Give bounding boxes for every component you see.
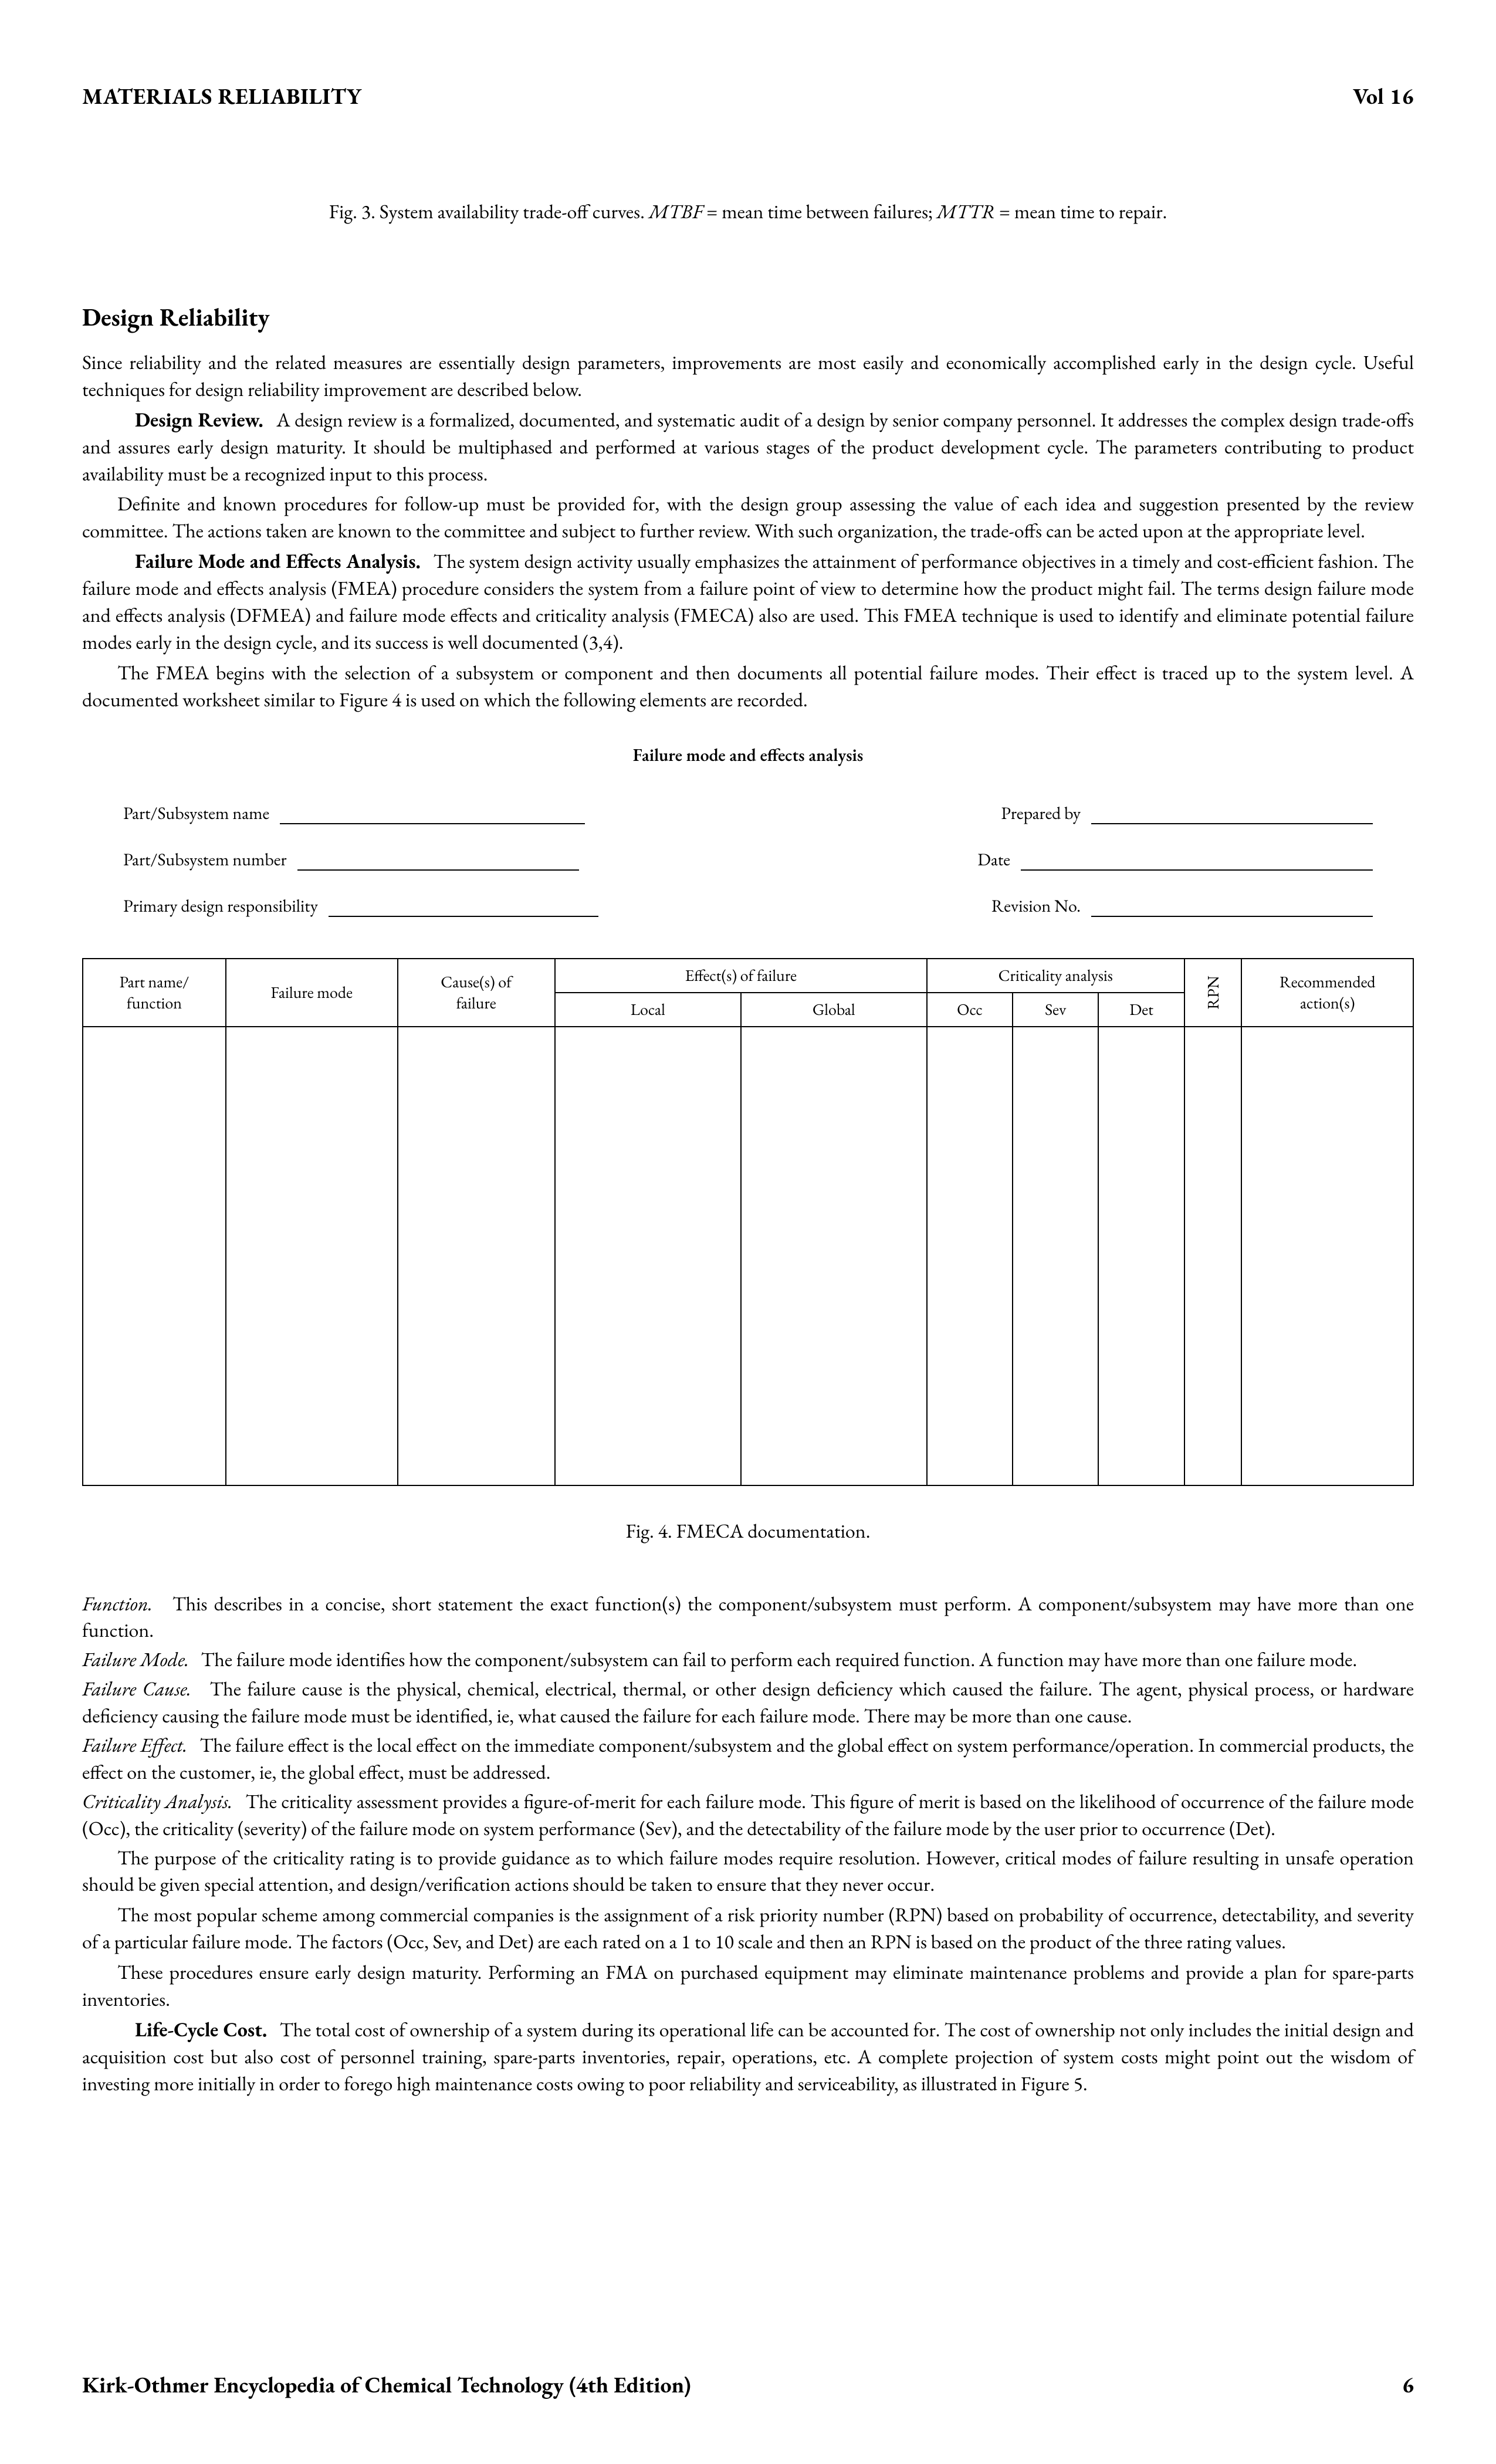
running-head: MATERIALS RELIABILITY Vol 16 <box>82 82 1414 111</box>
worksheet-title: Failure mode and effects analysis <box>82 743 1414 766</box>
blank-line <box>1021 850 1373 871</box>
para-design-review-2: Definite and known procedures for follow… <box>82 491 1414 545</box>
field-date: Date <box>977 848 1373 871</box>
fig4-caption: Fig. 4. FMECA documentation. <box>82 1518 1414 1544</box>
para-design-review-1: Design Review. A design review is a form… <box>82 407 1414 488</box>
para-lifecycle: Life-Cycle Cost. The total cost of owner… <box>82 2017 1414 2098</box>
th-criticality-group: Criticality analysis <box>927 959 1184 993</box>
runin-design-review: Design Review. <box>135 407 263 433</box>
runin-lifecycle: Life-Cycle Cost. <box>135 2017 267 2043</box>
runin-fmea: Failure Mode and Effects Analysis. <box>135 549 421 574</box>
blank-line <box>1091 896 1373 917</box>
page: MATERIALS RELIABILITY Vol 16 Fig. 3. Sys… <box>0 0 1496 2464</box>
blank-line <box>329 896 598 917</box>
footer-source: Kirk-Othmer Encyclopedia of Chemical Tec… <box>82 2371 691 2399</box>
worksheet-meta-row-1: Part/Subsystem name Prepared by <box>123 801 1373 824</box>
fig3-caption: Fig. 3. System availability trade-off cu… <box>82 199 1414 225</box>
def-criticality: Criticality Analysis. The criticality as… <box>82 1789 1414 1843</box>
th-rpn: RPN <box>1184 959 1242 1027</box>
th-effects-group: Effect(s) of failure <box>555 959 927 993</box>
para-rpn: The most popular scheme among commercial… <box>82 1902 1414 1956</box>
field-part-number: Part/Subsystem number <box>123 848 579 871</box>
table-row <box>83 1027 1413 1485</box>
definitions-block: Function. This describes in a concise, s… <box>82 1591 1414 1843</box>
field-design-resp: Primary design responsibility <box>123 894 598 917</box>
th-det: Det <box>1098 993 1184 1027</box>
fmeca-worksheet: Failure mode and effects analysis Part/S… <box>82 743 1414 1544</box>
th-sev: Sev <box>1013 993 1098 1027</box>
para-procedures: These procedures ensure early design mat… <box>82 1959 1414 2013</box>
blank-line <box>297 850 579 871</box>
blank-line <box>1091 804 1373 824</box>
th-global: Global <box>741 993 927 1027</box>
para-intro: Since reliability and the related measur… <box>82 350 1414 404</box>
def-failure-mode: Failure Mode. The failure mode identifie… <box>82 1647 1414 1674</box>
th-part-function: Part name/ function <box>83 959 226 1027</box>
running-head-right: Vol 16 <box>1353 82 1414 111</box>
section-heading: Design Reliability <box>82 301 1414 333</box>
def-failure-effect: Failure Effect. The failure effect is th… <box>82 1732 1414 1786</box>
field-revision: Revision No. <box>991 894 1373 917</box>
para-fmea-1: Failure Mode and Effects Analysis. The s… <box>82 549 1414 656</box>
field-part-name: Part/Subsystem name <box>123 801 585 824</box>
th-occ: Occ <box>927 993 1013 1027</box>
field-prepared-by: Prepared by <box>1001 801 1373 824</box>
th-recommended: Recommended action(s) <box>1241 959 1413 1027</box>
th-failure-mode: Failure mode <box>226 959 398 1027</box>
fmeca-table: Part name/ function Failure mode Cause(s… <box>82 958 1414 1486</box>
th-causes: Cause(s) of failure <box>398 959 555 1027</box>
para-fmea-2: The FMEA begins with the selection of a … <box>82 660 1414 714</box>
footer-page-number: 6 <box>1402 2371 1414 2399</box>
def-function: Function. This describes in a concise, s… <box>82 1591 1414 1645</box>
para-crit-purpose: The purpose of the criticality rating is… <box>82 1845 1414 1899</box>
blank-line <box>280 804 585 824</box>
running-head-left: MATERIALS RELIABILITY <box>82 82 361 111</box>
worksheet-meta-row-3: Primary design responsibility Revision N… <box>123 894 1373 917</box>
worksheet-meta-row-2: Part/Subsystem number Date <box>123 848 1373 871</box>
def-failure-cause: Failure Cause. The failure cause is the … <box>82 1676 1414 1730</box>
footer: Kirk-Othmer Encyclopedia of Chemical Tec… <box>82 2371 1414 2399</box>
th-local: Local <box>555 993 741 1027</box>
